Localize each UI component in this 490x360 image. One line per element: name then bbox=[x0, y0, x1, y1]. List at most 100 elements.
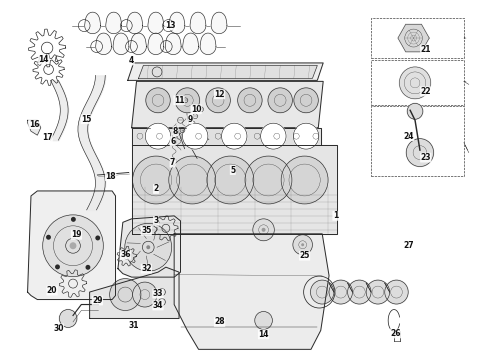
Polygon shape bbox=[106, 12, 122, 34]
Circle shape bbox=[407, 103, 423, 119]
Polygon shape bbox=[148, 12, 164, 34]
Text: 12: 12 bbox=[214, 90, 225, 99]
Circle shape bbox=[70, 242, 76, 249]
Polygon shape bbox=[169, 12, 185, 34]
Polygon shape bbox=[96, 33, 112, 55]
Text: 35: 35 bbox=[141, 226, 151, 235]
Text: 24: 24 bbox=[403, 132, 414, 141]
Text: 2: 2 bbox=[153, 184, 159, 193]
Circle shape bbox=[281, 156, 328, 204]
Text: 25: 25 bbox=[299, 251, 310, 260]
Polygon shape bbox=[174, 234, 329, 349]
Circle shape bbox=[329, 280, 352, 304]
Text: 8: 8 bbox=[173, 127, 178, 136]
Polygon shape bbox=[148, 33, 164, 55]
Circle shape bbox=[366, 280, 390, 304]
Circle shape bbox=[293, 235, 313, 255]
Text: 13: 13 bbox=[166, 21, 176, 30]
Text: 27: 27 bbox=[403, 241, 414, 250]
Text: 7: 7 bbox=[170, 158, 175, 167]
Circle shape bbox=[255, 311, 272, 329]
Polygon shape bbox=[200, 33, 216, 55]
Text: 17: 17 bbox=[42, 133, 52, 142]
Circle shape bbox=[96, 235, 100, 240]
Circle shape bbox=[253, 219, 274, 241]
Circle shape bbox=[261, 123, 286, 149]
Polygon shape bbox=[27, 191, 116, 300]
Circle shape bbox=[182, 123, 208, 149]
Circle shape bbox=[294, 123, 319, 149]
Polygon shape bbox=[113, 33, 129, 55]
Circle shape bbox=[133, 156, 179, 204]
Text: 20: 20 bbox=[47, 286, 57, 295]
Circle shape bbox=[245, 156, 292, 204]
Polygon shape bbox=[128, 63, 323, 80]
Polygon shape bbox=[132, 145, 337, 234]
Circle shape bbox=[347, 280, 371, 304]
Circle shape bbox=[146, 123, 171, 149]
Text: 23: 23 bbox=[420, 153, 431, 162]
Circle shape bbox=[238, 88, 262, 113]
Text: 15: 15 bbox=[81, 115, 92, 124]
Polygon shape bbox=[127, 12, 143, 34]
Circle shape bbox=[46, 235, 51, 240]
Circle shape bbox=[133, 282, 157, 307]
Polygon shape bbox=[183, 33, 198, 55]
Circle shape bbox=[71, 217, 76, 222]
Circle shape bbox=[406, 139, 434, 167]
Polygon shape bbox=[211, 12, 227, 34]
Polygon shape bbox=[398, 24, 429, 52]
Polygon shape bbox=[165, 33, 181, 55]
Polygon shape bbox=[132, 128, 321, 145]
Circle shape bbox=[55, 264, 60, 269]
Text: 34: 34 bbox=[153, 301, 163, 310]
Text: 33: 33 bbox=[153, 289, 163, 298]
Text: 6: 6 bbox=[170, 137, 175, 146]
Text: 19: 19 bbox=[71, 230, 82, 239]
Circle shape bbox=[221, 123, 247, 149]
Circle shape bbox=[146, 88, 170, 113]
Text: 16: 16 bbox=[29, 120, 39, 129]
Text: 29: 29 bbox=[92, 296, 103, 305]
Circle shape bbox=[311, 280, 334, 304]
Text: 30: 30 bbox=[53, 324, 64, 333]
Circle shape bbox=[110, 279, 141, 310]
Text: 31: 31 bbox=[128, 321, 139, 330]
Circle shape bbox=[147, 245, 150, 249]
Text: 9: 9 bbox=[188, 115, 193, 124]
Polygon shape bbox=[118, 216, 180, 277]
Text: 32: 32 bbox=[141, 264, 151, 273]
Polygon shape bbox=[27, 120, 41, 135]
Circle shape bbox=[125, 223, 172, 271]
Circle shape bbox=[43, 215, 103, 276]
Text: 1: 1 bbox=[333, 211, 338, 220]
Polygon shape bbox=[85, 12, 100, 34]
Circle shape bbox=[385, 280, 408, 304]
Text: 3: 3 bbox=[153, 216, 159, 225]
Circle shape bbox=[207, 156, 254, 204]
Circle shape bbox=[268, 88, 293, 113]
Circle shape bbox=[85, 265, 90, 270]
Text: 36: 36 bbox=[120, 250, 130, 259]
Text: 5: 5 bbox=[230, 166, 235, 175]
Circle shape bbox=[206, 88, 230, 113]
Circle shape bbox=[59, 310, 77, 328]
Text: 14: 14 bbox=[38, 55, 49, 64]
Text: 10: 10 bbox=[191, 105, 201, 114]
Text: 26: 26 bbox=[390, 329, 401, 338]
Text: 22: 22 bbox=[420, 87, 431, 96]
Circle shape bbox=[301, 243, 304, 246]
Text: 4: 4 bbox=[129, 56, 134, 65]
Text: 18: 18 bbox=[105, 171, 116, 180]
Text: 28: 28 bbox=[214, 318, 225, 327]
Text: 14: 14 bbox=[258, 330, 269, 339]
Circle shape bbox=[169, 156, 216, 204]
Polygon shape bbox=[190, 12, 206, 34]
Text: 11: 11 bbox=[174, 96, 184, 105]
Polygon shape bbox=[132, 81, 323, 128]
Circle shape bbox=[294, 88, 318, 113]
Polygon shape bbox=[90, 267, 179, 319]
Polygon shape bbox=[139, 66, 318, 78]
Polygon shape bbox=[130, 33, 147, 55]
Circle shape bbox=[175, 88, 199, 113]
